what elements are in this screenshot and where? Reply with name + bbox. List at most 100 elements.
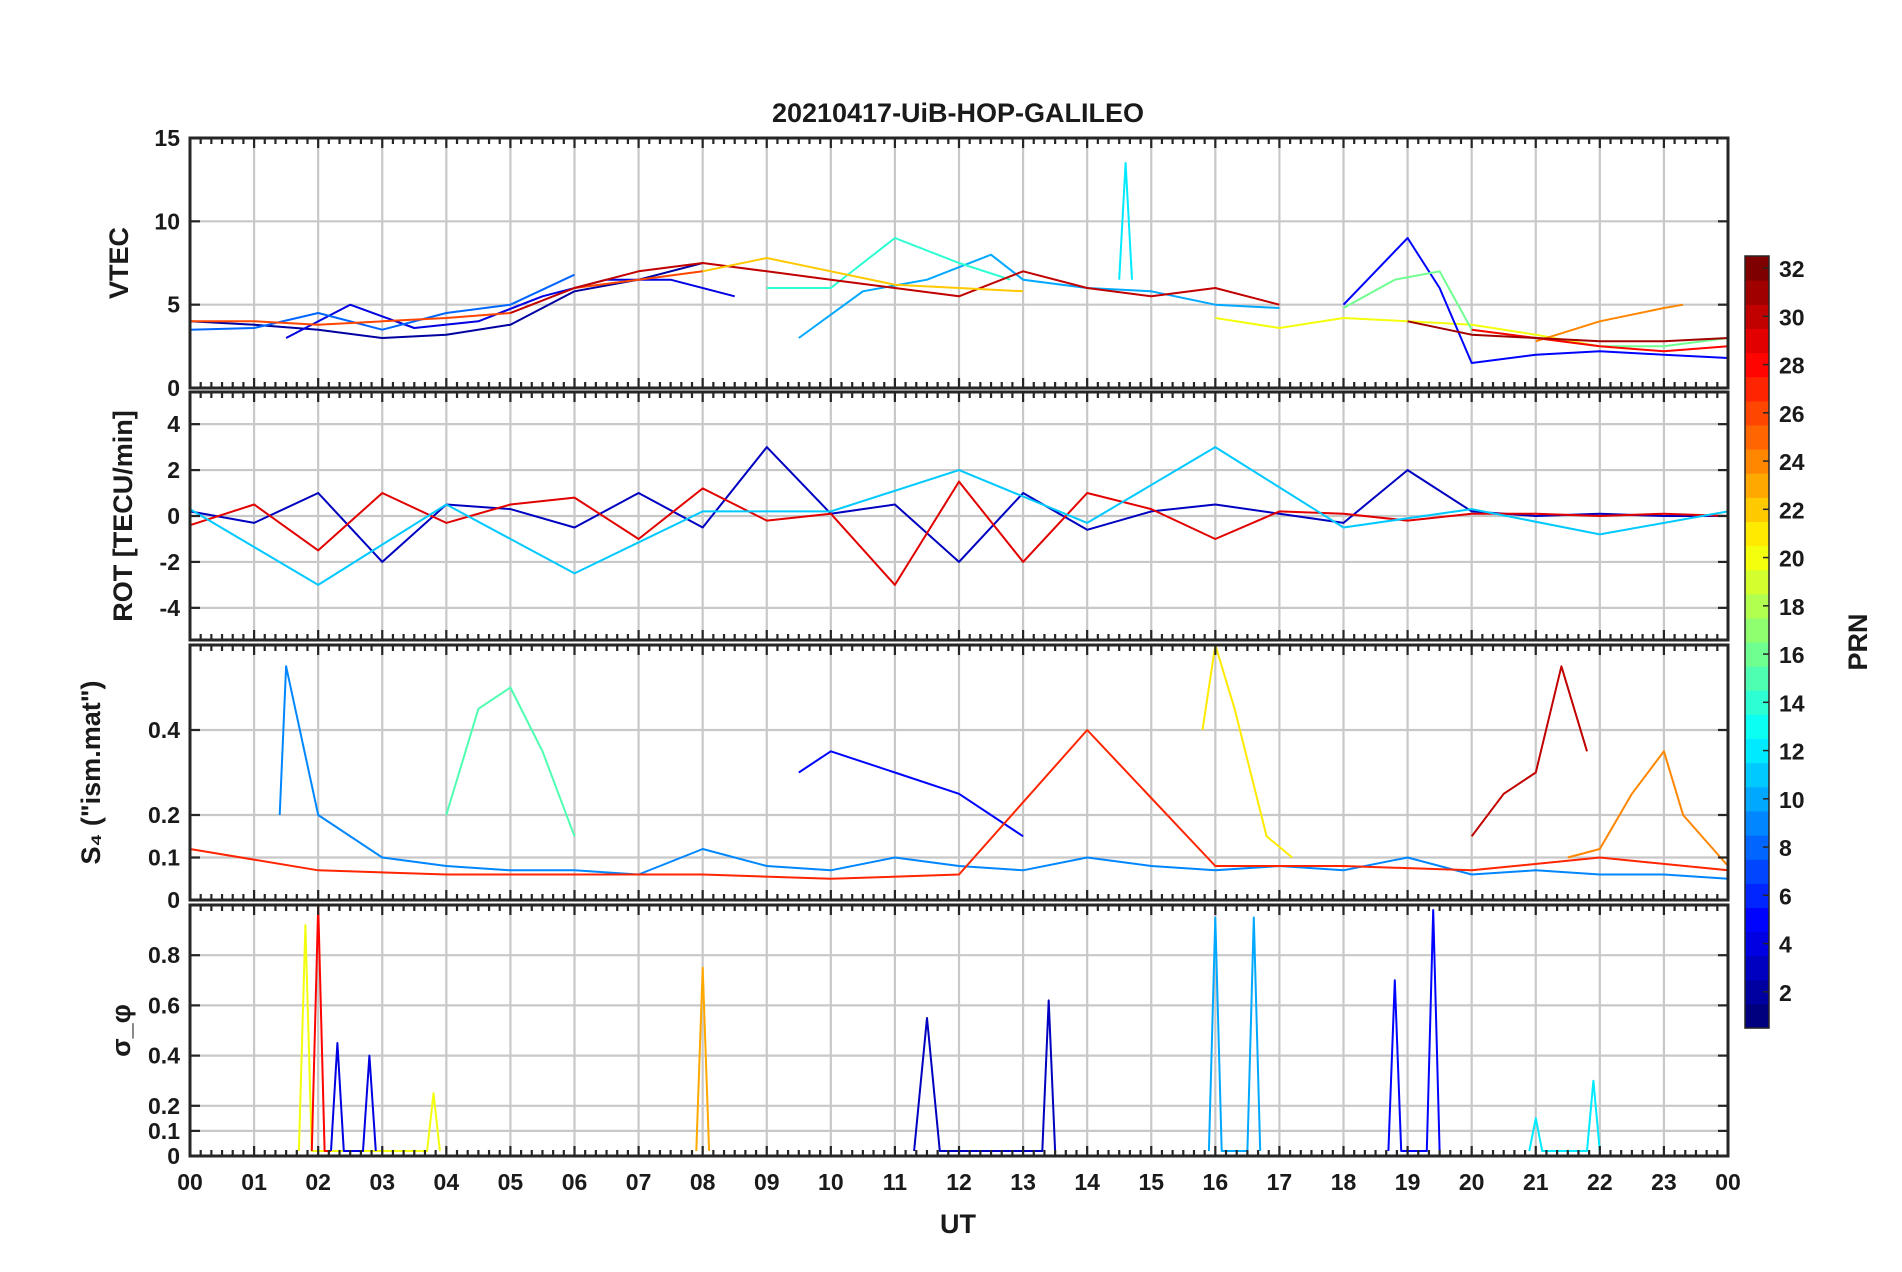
series-prn-29 <box>189 480 1729 586</box>
colorbar-segment <box>1745 666 1769 691</box>
series-prn-5 <box>1387 909 1441 1152</box>
y-tick-label: 0 <box>167 1143 180 1169</box>
y-tick-label: 0.2 <box>148 802 180 828</box>
y-tick-label: -2 <box>160 549 180 575</box>
x-tick-label: 12 <box>946 1169 972 1195</box>
series-prn-12 <box>1118 162 1133 280</box>
series-prn-8 <box>189 273 575 331</box>
colorbar-segment <box>1745 714 1769 740</box>
grid <box>190 645 1728 900</box>
x-tick-label: 01 <box>241 1169 267 1195</box>
series-prn-9 <box>278 665 1729 880</box>
panel-2: -4 -2 0 2 4 ROT [TECU/min] <box>108 390 1730 642</box>
y-tick-label: 2 <box>167 457 180 483</box>
x-tick-label: 00 <box>1715 1169 1741 1195</box>
colorbar-segments <box>1745 256 1769 1029</box>
colorbar-segment <box>1745 859 1769 884</box>
x-tick-label: 00 <box>177 1169 203 1195</box>
x-tick-label: 22 <box>1587 1169 1613 1195</box>
series-prn-30 <box>1470 665 1588 837</box>
x-tick-label: 11 <box>883 1169 908 1195</box>
series-prn-12 <box>1528 1079 1601 1152</box>
colorbar-segment <box>1745 1003 1769 1029</box>
x-tick-label: 18 <box>1331 1169 1357 1195</box>
colorbar-tick-label: 6 <box>1779 883 1792 909</box>
y-tick-label: 15 <box>154 125 180 151</box>
colorbar-frame <box>1744 255 1770 1029</box>
x-tick-label: 23 <box>1651 1169 1677 1195</box>
y-axis-label: σ_φ <box>106 1004 136 1057</box>
series-prn-5 <box>1342 237 1729 364</box>
grid <box>190 392 1728 640</box>
colorbar-tick-label: 24 <box>1779 449 1805 475</box>
panel-1: 0 5 10 15 VTEC <box>104 125 1730 401</box>
tick-marks <box>188 645 1730 902</box>
colorbar-segment <box>1745 376 1769 402</box>
tick-marks <box>188 905 1730 1158</box>
panel-3: 0 0.1 0.2 0.4 S₄ ("ism.mat") <box>76 643 1730 913</box>
x-tick-label: 08 <box>690 1169 716 1195</box>
x-axis: 00 01 02 03 04 05 06 07 08 09 10 11 12 13 14 15 16 17 18 19… <box>177 1169 1741 1239</box>
grid <box>190 905 1728 1156</box>
series-prn-27 <box>189 729 1729 880</box>
x-tick-label: 09 <box>754 1169 780 1195</box>
x-tick-label: 13 <box>1010 1169 1036 1195</box>
tick-marks <box>188 392 1730 640</box>
y-tick-label: -4 <box>160 595 181 621</box>
y-tick-label: 0.1 <box>148 845 180 871</box>
colorbar-tick-label: 10 <box>1779 787 1805 813</box>
series-prn-22 <box>702 257 1024 293</box>
series-prn-23 <box>695 966 711 1152</box>
y-axis-label: ROT [TECU/min] <box>108 410 138 621</box>
grid <box>190 138 1728 388</box>
colorbar-tick-label: 32 <box>1779 256 1805 282</box>
series-prn-15 <box>445 686 576 837</box>
y-tick-label: 0 <box>167 503 180 529</box>
colorbar-tick-label: 12 <box>1779 739 1805 765</box>
y-tick-label: 0.1 <box>148 1118 180 1144</box>
series-prn-31 <box>1407 320 1729 343</box>
x-tick-label: 07 <box>626 1169 652 1195</box>
y-tick-label: 0.8 <box>148 942 180 968</box>
x-tick-label: 02 <box>305 1169 331 1195</box>
colorbar-segment <box>1745 328 1769 354</box>
series-group <box>189 446 1729 586</box>
series-prn-11 <box>189 446 1729 586</box>
colorbar-tick-label: 8 <box>1779 835 1792 861</box>
x-tick-label: 19 <box>1395 1169 1421 1195</box>
colorbar-tick-label: 20 <box>1779 546 1805 572</box>
colorbar-segment <box>1745 280 1769 305</box>
series-prn-5 <box>798 750 1024 838</box>
colorbar-tick-label: 26 <box>1779 401 1805 427</box>
colorbar-tick-label: 28 <box>1779 353 1805 379</box>
x-tick-label: 14 <box>1074 1169 1100 1195</box>
x-tick-labels: 00 01 02 03 04 05 06 07 08 09 10 11 12 13 14 15 16 17 18 19… <box>177 1169 1741 1195</box>
colorbar-tick-label: 4 <box>1779 932 1792 958</box>
colorbar-tick-label: 18 <box>1779 594 1805 620</box>
x-tick-label: 20 <box>1459 1169 1485 1195</box>
series-prn-28 <box>1471 328 1729 353</box>
x-tick-label: 21 <box>1523 1169 1549 1195</box>
panel-4: 00.10.2 0.4 0.6 0.8 σ_φ <box>106 903 1730 1169</box>
series-group <box>189 644 1729 880</box>
colorbar-tick-label: 14 <box>1779 690 1805 716</box>
y-tick-label: 4 <box>167 411 180 437</box>
series-group <box>189 162 1729 364</box>
series-prn-26 <box>190 270 703 326</box>
series-prn-21 <box>1201 644 1293 859</box>
y-tick-label: 0 <box>167 375 180 401</box>
series-prn-2 <box>189 262 703 339</box>
y-tick-label: 10 <box>154 208 180 234</box>
series-prn-24 <box>1567 750 1729 867</box>
colorbar-segment <box>1745 569 1769 595</box>
y-axis-label: VTEC <box>104 227 134 299</box>
colorbar-segment <box>1745 907 1769 933</box>
colorbar-segment <box>1745 762 1769 788</box>
series-prn-14 <box>766 237 1011 289</box>
y-tick-label: 0.2 <box>148 1093 180 1119</box>
series-prn-24 <box>1535 303 1684 343</box>
series-prn-30 <box>510 262 1280 314</box>
